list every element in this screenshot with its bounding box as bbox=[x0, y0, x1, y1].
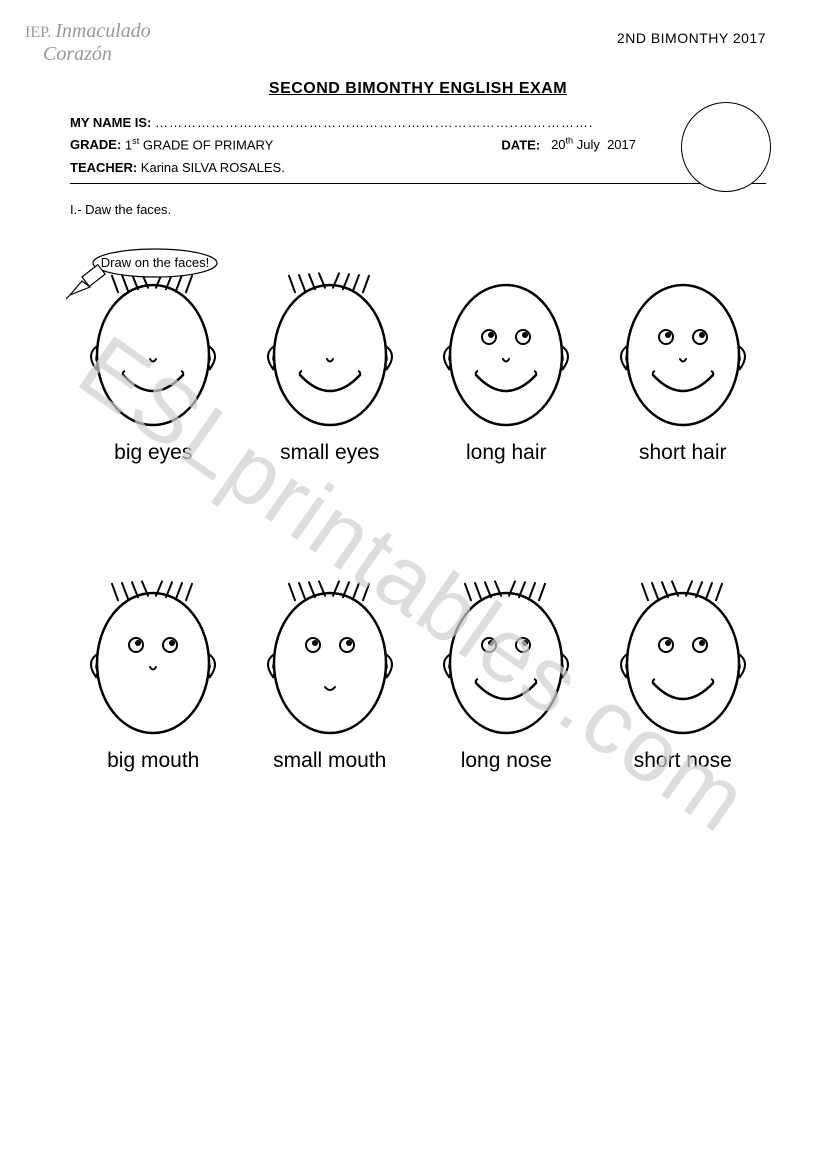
name-label: MY NAME IS: bbox=[70, 112, 151, 134]
face-cell: long hair bbox=[428, 267, 585, 465]
svg-text:Draw on the faces!: Draw on the faces! bbox=[101, 255, 209, 270]
instruction: I.- Daw the faces. bbox=[70, 202, 766, 217]
crayon-callout: Draw on the faces! bbox=[60, 247, 220, 301]
date-label: DATE: bbox=[501, 137, 540, 152]
face-grid: big eyes small eyes bbox=[70, 267, 766, 773]
face-label: short nose bbox=[634, 749, 732, 773]
face-label: big mouth bbox=[107, 749, 199, 773]
face-label: long hair bbox=[466, 441, 547, 465]
teacher-value: Karina SILVA ROSALES. bbox=[141, 157, 285, 179]
face-label: big eyes bbox=[114, 441, 192, 465]
face-label: short hair bbox=[639, 441, 727, 465]
face-label: small mouth bbox=[273, 749, 386, 773]
face-label: long nose bbox=[461, 749, 552, 773]
grade-value: 1st GRADE OF PRIMARY bbox=[125, 134, 273, 156]
header-top-right: 2ND BIMONTHY 2017 bbox=[617, 30, 766, 46]
logo-line2: Inmaculado bbox=[55, 20, 151, 42]
name-fill: …………………………………………………….……………..……………. bbox=[155, 112, 593, 134]
school-logo: IEP. Inmaculado Corazón bbox=[25, 20, 151, 66]
grade-label: GRADE: bbox=[70, 134, 121, 156]
info-block: MY NAME IS: …………………………………………………….……………..… bbox=[70, 112, 766, 184]
date-value: 20th July 2017 bbox=[551, 137, 636, 152]
face-cell: big mouth bbox=[75, 575, 232, 773]
logo-line3: Corazón bbox=[43, 43, 151, 66]
exercise-area: Draw on the faces! big eyes bbox=[70, 267, 766, 773]
face-label: small eyes bbox=[280, 441, 379, 465]
face-cell: short nose bbox=[605, 575, 762, 773]
face-cell: small mouth bbox=[252, 575, 409, 773]
score-circle bbox=[681, 102, 771, 192]
face-cell: short hair bbox=[605, 267, 762, 465]
teacher-label: TEACHER: bbox=[70, 157, 137, 179]
face-cell: small eyes bbox=[252, 267, 409, 465]
worksheet-page: IEP. Inmaculado Corazón 2ND BIMONTHY 201… bbox=[0, 0, 826, 803]
logo-line1: IEP. bbox=[25, 24, 51, 41]
face-cell: long nose bbox=[428, 575, 585, 773]
exam-title: SECOND BIMONTHY ENGLISH EXAM bbox=[70, 80, 766, 98]
